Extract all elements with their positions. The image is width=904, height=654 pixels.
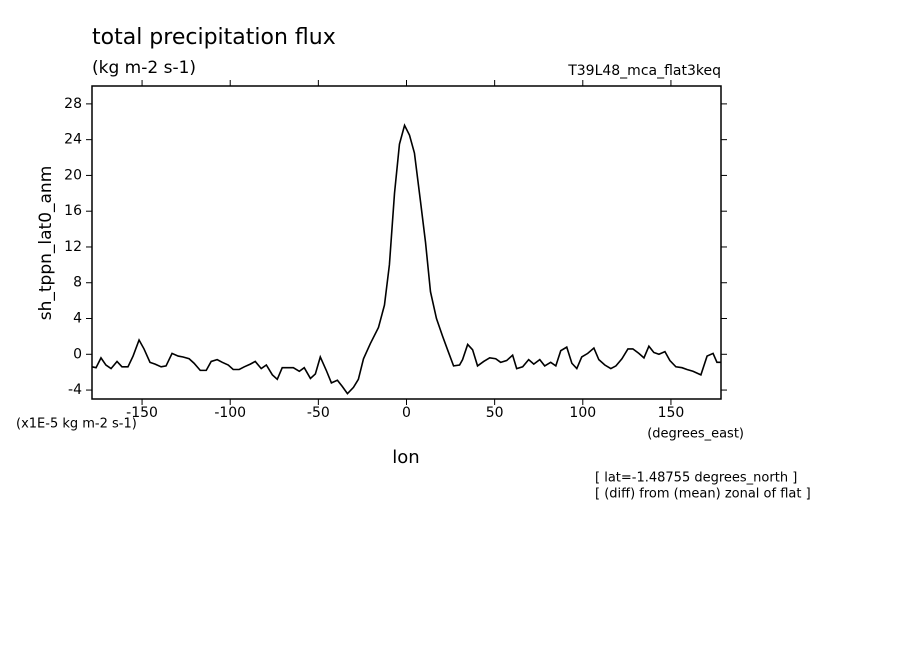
data-line [91,123,721,395]
y-tick-label: 20 [64,167,82,183]
y-tick-label: 12 [64,239,82,255]
y-tick-label: -4 [68,382,82,398]
chart-title: total precipitation flux [92,25,336,50]
x-units: (degrees_east) [647,427,744,442]
y-tick-label: 24 [64,132,82,148]
chart-subtitle: (kg m-2 s-1) [92,58,196,78]
y-axis-label: sh_tppn_lat0_anm [36,166,56,321]
x-tick-label: -50 [307,405,330,421]
annotation: [ (diff) from (mean) zonal of flat ] [595,487,811,502]
x-tick-label: 150 [658,405,685,421]
y-tick-label: 28 [64,96,82,112]
x-axis-label: lon [392,447,419,468]
x-tick-label: 50 [486,405,504,421]
x-tick-label: -100 [214,405,246,421]
annotation: [ lat=-1.48755 degrees_north ] [595,471,797,486]
x-tick-label: -150 [126,405,158,421]
y-units: (x1E-5 kg m-2 s-1) [16,417,137,432]
y-tick-label: 8 [73,275,82,291]
dataset-label: T39L48_mca_flat3keq [567,63,721,79]
x-tick-label: 100 [569,405,596,421]
y-tick-label: 0 [73,346,82,362]
y-tick-label: 16 [64,203,82,219]
x-tick-label: 0 [402,405,411,421]
y-tick-label: 4 [73,311,82,327]
